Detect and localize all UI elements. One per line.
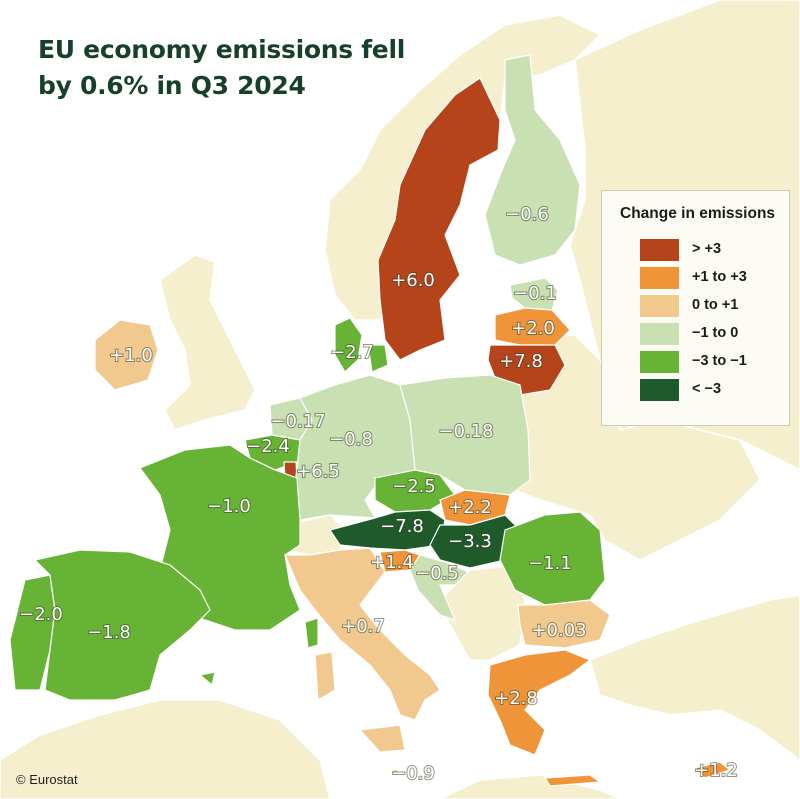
title-line-1: EU economy emissions fell: [38, 35, 405, 64]
value-label-czechia: −2.5: [392, 476, 436, 497]
value-label-cyprus: +1.2: [694, 760, 738, 781]
legend-swatch: [640, 351, 679, 373]
value-label-ireland: +1.0: [109, 345, 153, 366]
region-corsica: [304, 617, 319, 649]
page-title: EU economy emissions fell by 0.6% in Q3 …: [38, 32, 405, 104]
region-sardinia: [314, 651, 336, 702]
value-label-lithuania: +7.8: [499, 351, 543, 372]
value-label-portugal: −2.0: [19, 604, 63, 625]
value-label-latvia: +2.0: [511, 318, 555, 339]
region-crete: [543, 774, 602, 787]
land-turkey: [589, 594, 800, 761]
eu-countries: [9, 54, 732, 787]
value-label-croatia: −0.5: [415, 563, 459, 584]
region-sicily: [358, 724, 406, 753]
value-label-austria: −7.8: [380, 516, 424, 537]
legend-label: −1 to 0: [692, 325, 739, 341]
legend: Change in emissions > +3 +1 to +3 0 to +…: [601, 190, 790, 426]
value-label-luxembourg: +6.5: [296, 461, 340, 482]
legend-label: −3 to −1: [692, 353, 747, 369]
value-label-sweden: +6.0: [391, 270, 435, 291]
legend-label: 0 to +1: [692, 297, 739, 313]
value-label-estonia: −0.1: [513, 283, 557, 304]
region-sweden: [377, 77, 501, 361]
legend-label: +1 to +3: [692, 269, 747, 285]
region-ireland: [94, 319, 159, 391]
value-label-germany: −0.8: [329, 429, 373, 450]
value-label-malta: −0.9: [391, 763, 435, 784]
value-label-slovakia: +2.2: [448, 497, 492, 518]
legend-item: +1 to +3: [640, 267, 785, 289]
region-finland: [484, 54, 581, 266]
region-bulgaria: [517, 599, 611, 649]
value-label-netherlands: −0.17: [270, 411, 325, 432]
value-label-spain: −1.8: [87, 622, 131, 643]
value-label-finland: −0.6: [505, 204, 549, 225]
value-label-poland: −0.18: [438, 421, 493, 442]
legend-swatch: [640, 379, 679, 401]
legend-swatch: [640, 295, 679, 317]
region-italy: [284, 547, 441, 721]
land-north-africa: [0, 699, 331, 799]
region-croatia: [409, 554, 470, 621]
region-denmark-islands: [367, 344, 389, 373]
region-latvia: [494, 307, 571, 346]
region-spain: [33, 549, 211, 701]
legend-swatch: [640, 267, 679, 289]
legend-label: > +3: [692, 241, 722, 257]
value-labels: +6.0 −0.6 −0.1 +2.0 +7.8 +1.0 −2.7 −0.17 −2.4 +6.…: [18, 203, 739, 785]
land-great-britain: [159, 254, 256, 431]
region-romania: [499, 511, 606, 606]
value-label-slovenia: +1.4: [370, 552, 414, 573]
value-label-romania: −1.1: [528, 553, 572, 574]
region-poland: [399, 374, 531, 496]
legend-label: < −3: [692, 381, 722, 397]
value-label-belgium: −2.4: [246, 436, 290, 457]
legend-item: −1 to 0: [640, 323, 785, 345]
region-cyprus: [693, 761, 732, 779]
region-germany: [294, 374, 416, 521]
region-balearics: [198, 671, 216, 687]
legend-title: Change in emissions: [620, 205, 776, 222]
legend-item: −3 to −1: [640, 351, 785, 373]
region-denmark: [334, 317, 363, 373]
value-label-greece: +2.8: [494, 688, 538, 709]
value-label-italy: +0.7: [341, 616, 385, 637]
value-label-denmark: −2.7: [330, 342, 374, 363]
region-greece: [487, 649, 592, 756]
legend-item: 0 to +1: [640, 295, 785, 317]
value-label-hungary: −3.3: [448, 531, 492, 552]
value-label-bulgaria: +0.03: [531, 620, 586, 641]
value-label-france: −1.0: [207, 496, 251, 517]
legend-swatch: [640, 239, 679, 261]
title-line-2: by 0.6% in Q3 2024: [38, 71, 306, 100]
legend-item: < −3: [640, 379, 785, 401]
legend-swatch: [640, 323, 679, 345]
legend-item: > +3: [640, 239, 785, 261]
copyright: © Eurostat: [16, 772, 78, 787]
region-malta: [391, 768, 399, 776]
